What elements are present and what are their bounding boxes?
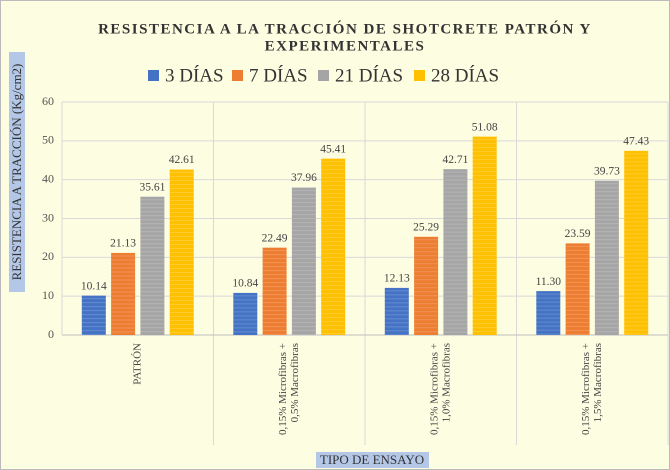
- bar: [565, 243, 590, 335]
- y-tick-label: 50: [42, 133, 54, 147]
- bar: [140, 196, 165, 335]
- legend-label: 7 DÍAS: [249, 64, 308, 86]
- bar: [384, 287, 409, 335]
- x-tick-label: 0,15% Microfibras +: [580, 343, 592, 435]
- value-label: 10.84: [232, 278, 258, 290]
- value-label: 11.30: [536, 276, 562, 288]
- x-tick-label: 1,5% Macrofibras: [592, 343, 604, 422]
- bar: [321, 158, 346, 335]
- value-label: 47.43: [623, 135, 649, 147]
- bar: [111, 252, 136, 335]
- bar: [169, 169, 194, 335]
- value-label: 45.41: [320, 143, 346, 155]
- legend-swatch: [414, 70, 425, 81]
- x-axis-label: TIPO DE ENSAYO: [320, 452, 424, 467]
- chart-title: EXPERIMENTALES: [265, 38, 426, 54]
- legend-label: 28 DÍAS: [431, 64, 499, 86]
- bar: [472, 136, 497, 335]
- value-label: 21.13: [110, 238, 136, 250]
- legend-swatch: [148, 70, 159, 81]
- chart-title: RESISTENCIA A LA TRACCIÓN DE SHOTCRETE P…: [98, 20, 592, 37]
- value-label: 39.73: [594, 165, 620, 177]
- x-tick-label: 0,15% Microfibras +: [428, 343, 440, 435]
- value-label: 35.61: [139, 181, 165, 193]
- x-tick-label: 1,0% Macrofibras: [440, 343, 452, 422]
- y-tick-label: 0: [48, 327, 54, 341]
- legend-label: 21 DÍAS: [335, 64, 403, 86]
- x-tick-label: 0,15% Microfibras +: [277, 343, 289, 435]
- bar: [536, 291, 561, 335]
- bar: [233, 292, 258, 335]
- bar: [443, 169, 468, 335]
- value-label: 23.59: [565, 228, 591, 240]
- bar: [624, 150, 649, 335]
- value-label: 12.13: [384, 273, 410, 285]
- legend-swatch: [232, 70, 243, 81]
- bar: [594, 180, 619, 335]
- legend-label: 3 DÍAS: [165, 64, 224, 86]
- value-label: 42.71: [442, 154, 468, 166]
- x-tick-label: PATRÓN: [131, 343, 143, 385]
- value-label: 37.96: [291, 172, 317, 184]
- x-label-bg: [316, 452, 429, 468]
- bar: [414, 236, 439, 335]
- y-tick-label: 10: [42, 288, 54, 302]
- x-tick-label: 0,5% Macrofibras: [289, 343, 301, 422]
- y-tick-label: 20: [42, 249, 54, 263]
- bar: [291, 187, 316, 335]
- value-label: 51.08: [472, 121, 498, 133]
- y-tick-label: 30: [42, 210, 54, 224]
- bar: [81, 295, 106, 335]
- bar: [262, 247, 287, 335]
- y-axis-label: RESISTENCIA A TRACCIÓN (Kg/cm2): [9, 64, 24, 281]
- y-tick-label: 40: [42, 171, 54, 185]
- y-tick-label: 60: [42, 94, 54, 108]
- value-label: 42.61: [169, 154, 195, 166]
- value-label: 25.29: [413, 221, 439, 233]
- value-label: 22.49: [262, 232, 288, 244]
- value-label: 10.14: [81, 280, 107, 292]
- legend-swatch: [318, 70, 329, 81]
- y-label-bg: [9, 52, 25, 292]
